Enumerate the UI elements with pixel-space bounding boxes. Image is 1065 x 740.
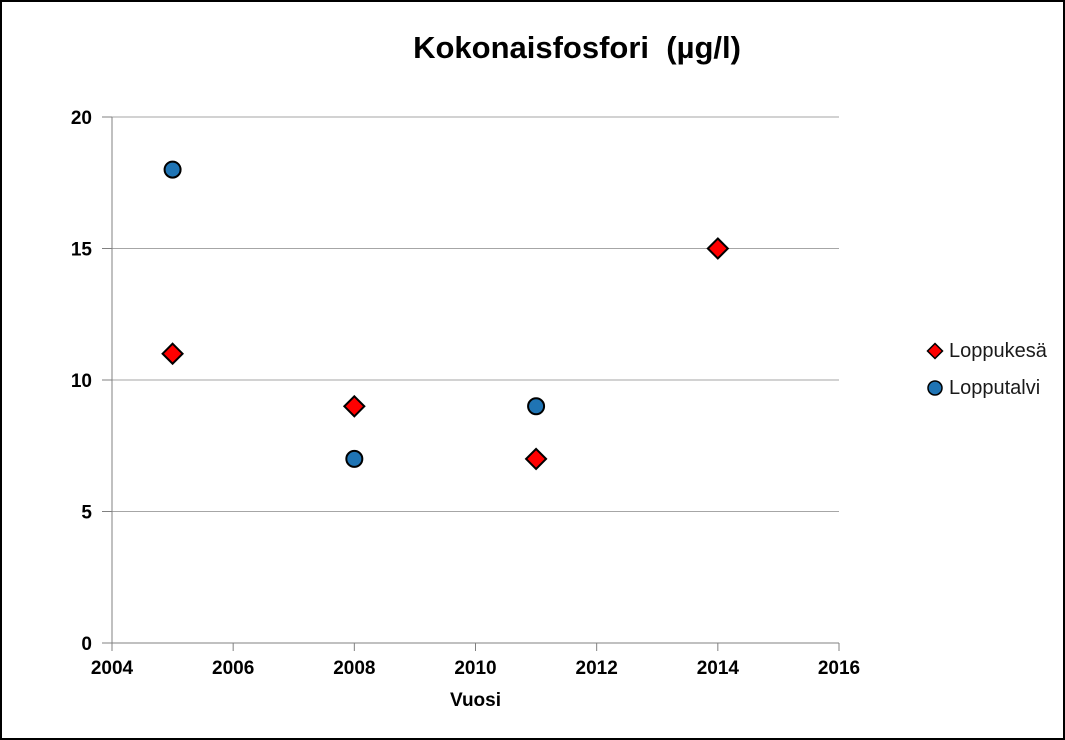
chart-title: Kokonaisfosfori (µg/l) xyxy=(413,30,741,65)
y-tick-label: 20 xyxy=(71,108,92,129)
red-diamond-icon xyxy=(926,342,944,360)
legend-item-loppukesa: Loppukesä xyxy=(926,339,1047,363)
data-point-loppukes- xyxy=(524,447,548,471)
data-point-loppukes- xyxy=(161,342,184,366)
blue-circle-shape xyxy=(927,380,943,396)
x-tick-label: 2004 xyxy=(91,658,134,679)
x-tick-label: 2014 xyxy=(697,658,740,679)
x-tick-label: 2012 xyxy=(576,658,618,679)
x-tick-label: 2006 xyxy=(212,658,254,679)
legend-label-lopputalvi: Lopputalvi xyxy=(949,376,1041,399)
legend-item-lopputalvi: Lopputalvi xyxy=(926,376,1047,400)
blue-circle-icon xyxy=(927,380,943,396)
x-tick-label: 2010 xyxy=(454,658,496,679)
data-point-lopputalvi xyxy=(527,397,546,416)
y-tick-label: 0 xyxy=(81,634,92,655)
data-point-lopputalvi xyxy=(163,160,182,179)
x-axis-title: Vuosi xyxy=(449,690,502,711)
y-tick-label: 15 xyxy=(71,240,93,261)
x-tick-label: 2008 xyxy=(333,658,375,679)
y-tick-label: 10 xyxy=(71,371,92,392)
y-tick-label: 5 xyxy=(81,503,92,524)
legend: Loppukesä Lopputalvi xyxy=(926,339,1047,413)
red-diamond-shape xyxy=(926,342,944,360)
data-point-lopputalvi xyxy=(345,449,364,468)
data-point-loppukes- xyxy=(706,237,730,260)
x-tick-label: 2016 xyxy=(818,658,860,679)
data-point-loppukes- xyxy=(342,394,366,418)
legend-label-loppukesa: Loppukesä xyxy=(949,339,1047,362)
